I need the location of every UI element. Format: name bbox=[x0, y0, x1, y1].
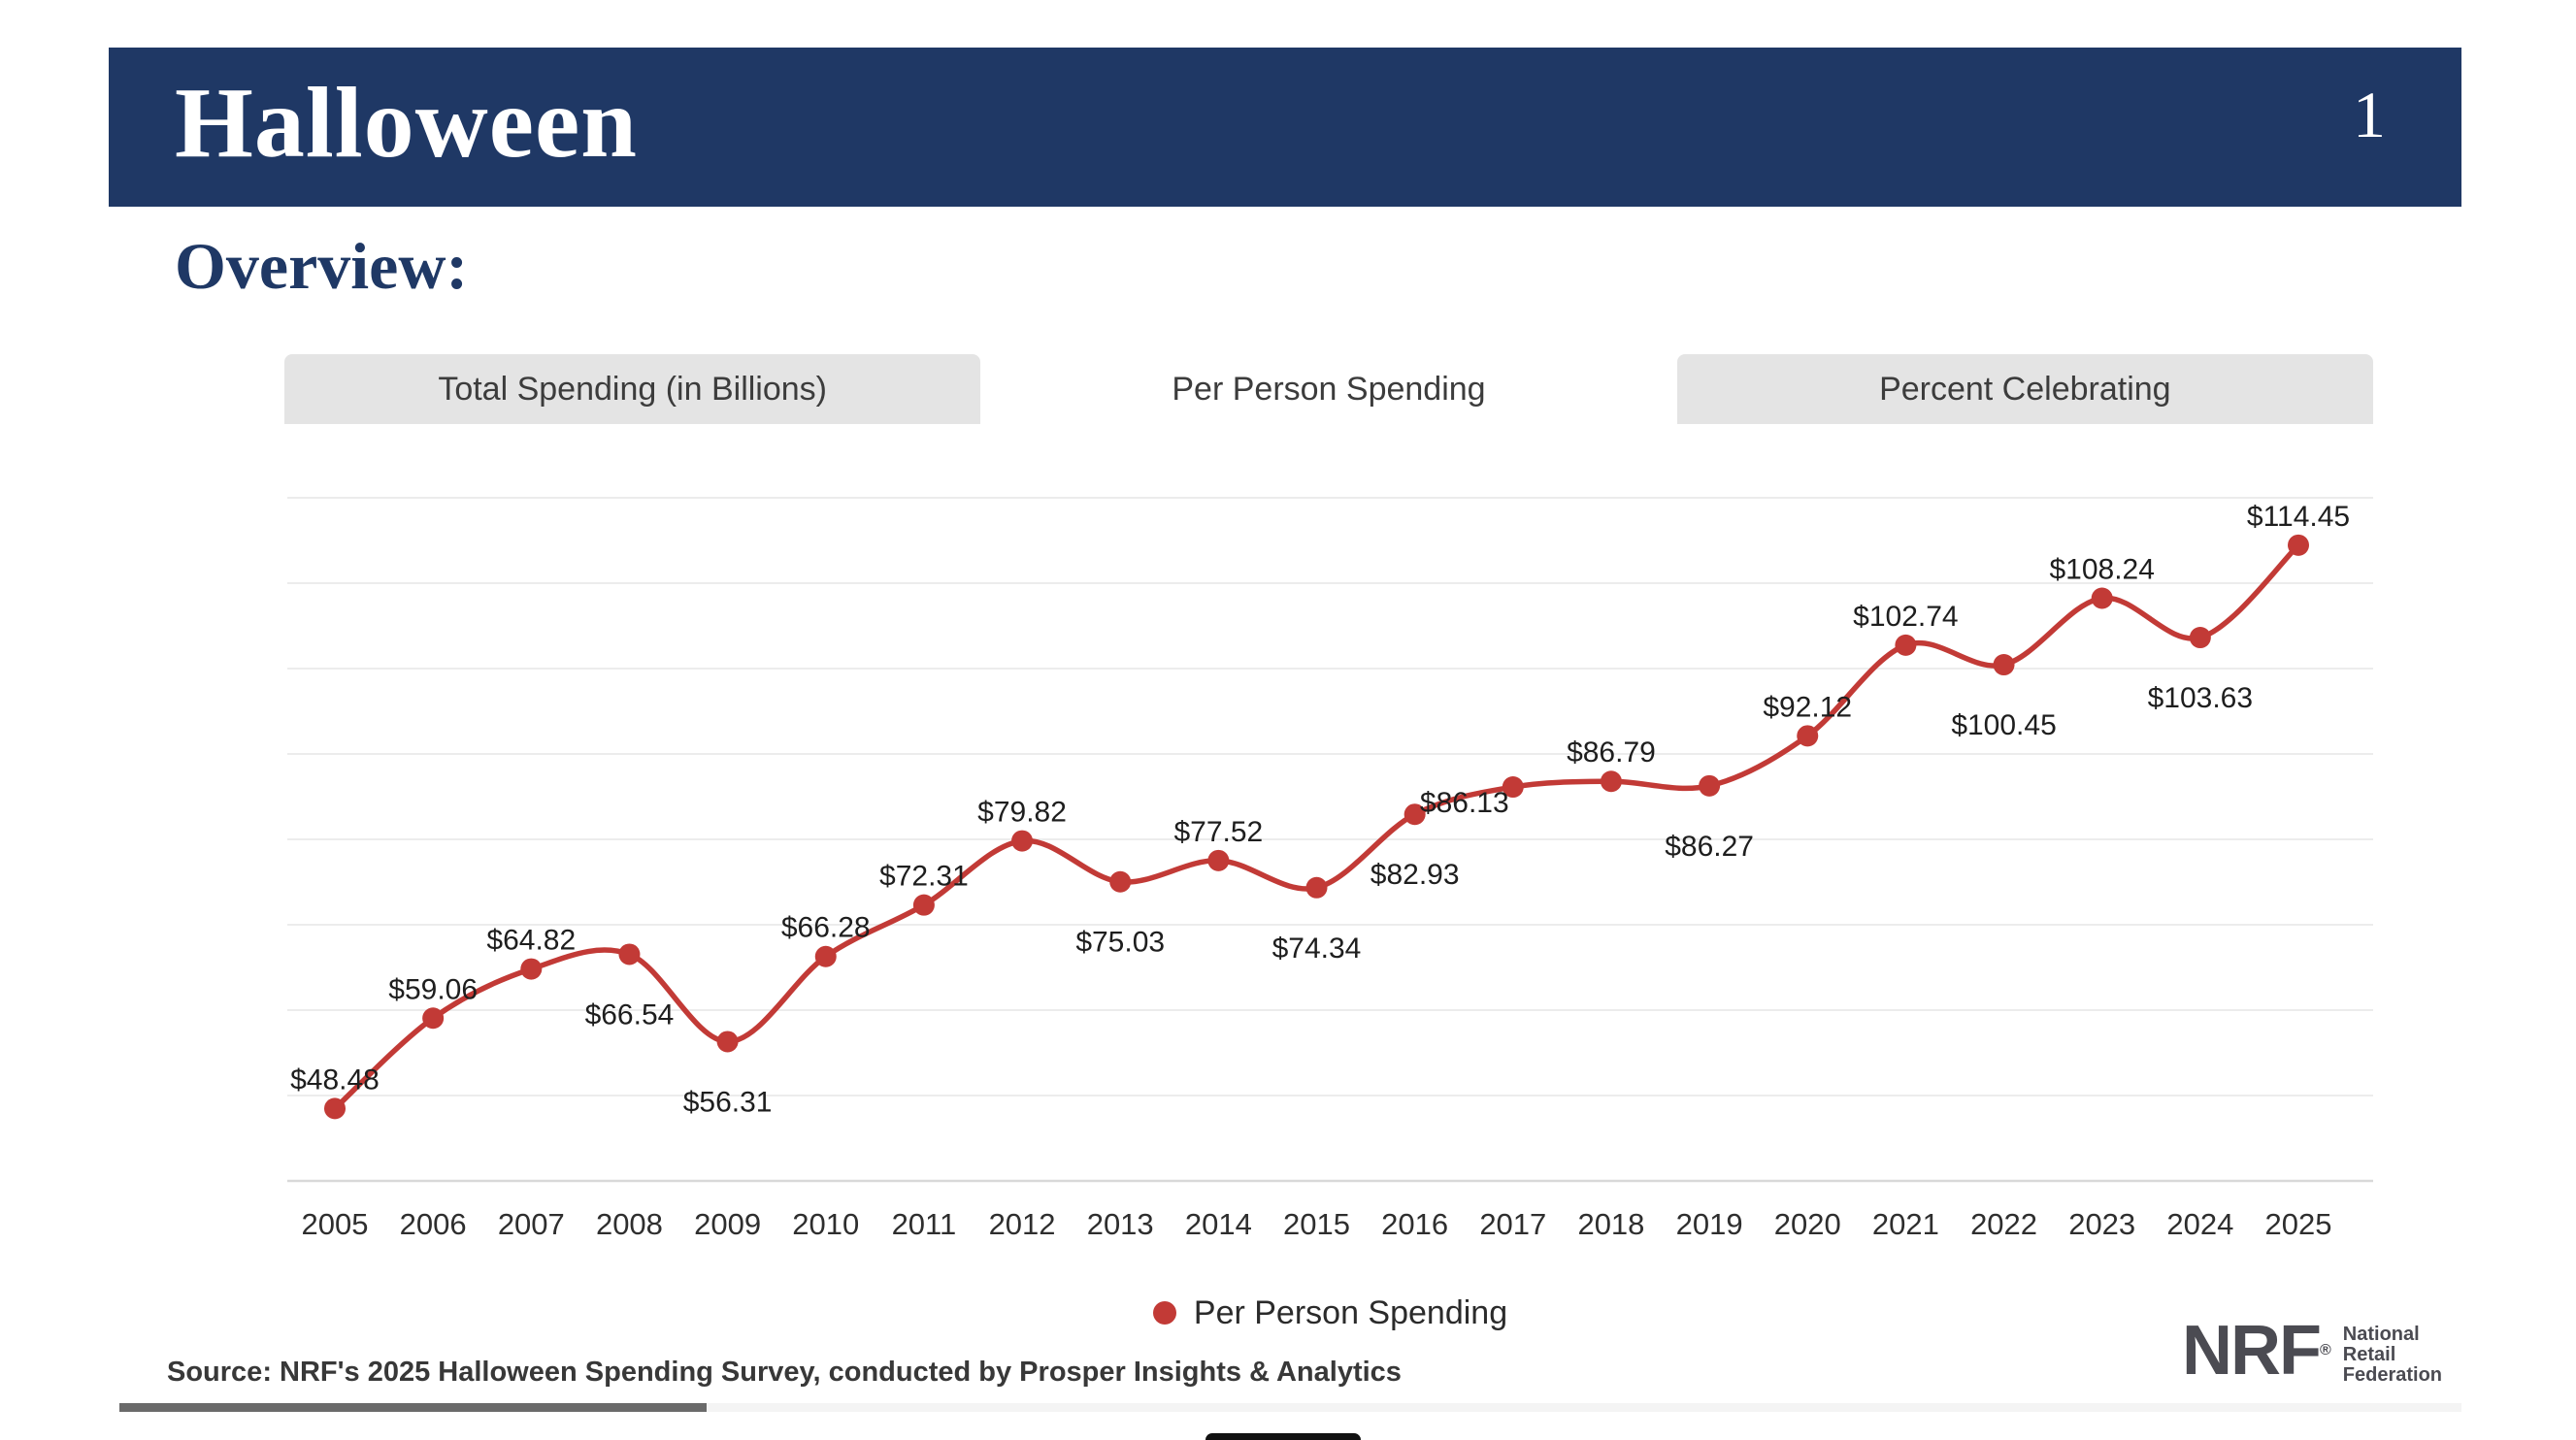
page-number: 1 bbox=[2353, 78, 2386, 151]
value-label-2005: $48.48 bbox=[290, 1064, 380, 1096]
data-point-2018 bbox=[1600, 770, 1622, 793]
nrf-caption-line: Retail bbox=[2342, 1344, 2396, 1365]
nrf-logo-abbr: NRF® bbox=[2182, 1316, 2331, 1386]
x-tick-2010: 2010 bbox=[792, 1207, 859, 1241]
data-point-2020 bbox=[1797, 725, 1819, 747]
tab-total-spending-in-billions[interactable]: Total Spending (in Billions) bbox=[284, 354, 981, 424]
data-point-2005 bbox=[324, 1097, 346, 1120]
x-tick-2011: 2011 bbox=[892, 1207, 957, 1241]
tab-per-person-spending[interactable]: Per Person Spending bbox=[980, 354, 1677, 424]
value-label-2012: $79.82 bbox=[977, 797, 1067, 829]
x-tick-2012: 2012 bbox=[989, 1207, 1056, 1241]
x-tick-2022: 2022 bbox=[1970, 1207, 2037, 1241]
nrf-logo-text: NRF bbox=[2182, 1312, 2322, 1390]
data-point-2013 bbox=[1109, 870, 1132, 893]
data-point-2022 bbox=[1993, 654, 2015, 676]
data-point-2023 bbox=[2091, 587, 2113, 609]
value-label-2022: $100.45 bbox=[1951, 709, 2056, 741]
x-tick-2016: 2016 bbox=[1381, 1207, 1448, 1241]
chart-tabs: Total Spending (in Billions) Per Person S… bbox=[284, 354, 2373, 424]
nrf-logo: NRF® National Retail Federation bbox=[2182, 1316, 2442, 1386]
home-indicator bbox=[1205, 1433, 1361, 1440]
x-tick-2007: 2007 bbox=[498, 1207, 565, 1241]
x-tick-2024: 2024 bbox=[2166, 1207, 2233, 1241]
x-tick-2013: 2013 bbox=[1087, 1207, 1154, 1241]
x-tick-2021: 2021 bbox=[1872, 1207, 1939, 1241]
value-label-2025: $114.45 bbox=[2247, 501, 2350, 533]
data-point-2006 bbox=[422, 1007, 445, 1030]
slide-header: Halloween 1 bbox=[109, 48, 2461, 207]
data-point-2017 bbox=[1502, 776, 1524, 799]
legend-dot-icon bbox=[1152, 1301, 1176, 1325]
x-tick-2014: 2014 bbox=[1185, 1207, 1252, 1241]
section-heading: Overview: bbox=[175, 229, 469, 303]
nrf-logo-caption: National Retail Federation bbox=[2343, 1323, 2442, 1386]
data-point-2008 bbox=[618, 943, 641, 965]
value-label-2011: $72.31 bbox=[879, 861, 969, 893]
source-note: Source: NRF's 2025 Halloween Spending Su… bbox=[167, 1357, 1402, 1388]
tab-percent-celebrating[interactable]: Percent Celebrating bbox=[1676, 354, 2373, 424]
value-label-2019: $86.27 bbox=[1665, 831, 1754, 863]
scroll-progress-track bbox=[119, 1403, 2461, 1412]
data-point-2015 bbox=[1305, 876, 1328, 899]
data-point-2010 bbox=[814, 945, 837, 967]
nrf-caption-line: Federation bbox=[2342, 1364, 2443, 1386]
x-tick-2008: 2008 bbox=[596, 1207, 663, 1241]
registered-mark-icon: ® bbox=[2319, 1342, 2331, 1358]
x-tick-2018: 2018 bbox=[1577, 1207, 1644, 1241]
legend-label: Per Person Spending bbox=[1193, 1293, 1508, 1331]
data-point-2011 bbox=[912, 894, 935, 916]
x-tick-2017: 2017 bbox=[1479, 1207, 1546, 1241]
data-point-2019 bbox=[1699, 774, 1721, 797]
value-label-2018: $86.79 bbox=[1567, 736, 1656, 769]
value-label-2020: $92.12 bbox=[1763, 691, 1852, 723]
data-point-2014 bbox=[1207, 849, 1230, 871]
x-tick-2009: 2009 bbox=[694, 1207, 761, 1241]
x-tick-2005: 2005 bbox=[302, 1207, 369, 1241]
data-point-2024 bbox=[2189, 627, 2211, 649]
data-point-2012 bbox=[1011, 830, 1034, 852]
x-tick-2006: 2006 bbox=[400, 1207, 467, 1241]
x-tick-2020: 2020 bbox=[1774, 1207, 1841, 1241]
value-label-2014: $77.52 bbox=[1173, 816, 1263, 848]
value-label-2016: $82.93 bbox=[1371, 859, 1460, 891]
chart-legend: Per Person Spending bbox=[287, 1291, 2373, 1335]
value-label-2013: $75.03 bbox=[1075, 927, 1165, 959]
value-label-2010: $66.28 bbox=[781, 912, 871, 944]
value-label-2017: $86.13 bbox=[1420, 787, 1509, 819]
value-label-2009: $56.31 bbox=[683, 1086, 773, 1118]
value-label-2021: $102.74 bbox=[1853, 601, 1958, 633]
value-label-2024: $103.63 bbox=[2148, 682, 2253, 714]
value-label-2015: $74.34 bbox=[1272, 933, 1362, 965]
x-tick-2015: 2015 bbox=[1283, 1207, 1350, 1241]
data-point-2025 bbox=[2288, 534, 2309, 556]
x-tick-2025: 2025 bbox=[2265, 1207, 2332, 1241]
scroll-progress-handle[interactable] bbox=[119, 1403, 707, 1412]
value-label-2006: $59.06 bbox=[388, 973, 478, 1005]
data-point-2021 bbox=[1895, 634, 1917, 656]
value-label-2008: $66.54 bbox=[585, 998, 675, 1031]
x-tick-2023: 2023 bbox=[2068, 1207, 2135, 1241]
data-point-2009 bbox=[716, 1031, 739, 1053]
x-tick-2019: 2019 bbox=[1676, 1207, 1743, 1241]
slide-title: Halloween bbox=[175, 67, 638, 179]
data-point-2016 bbox=[1404, 803, 1426, 826]
value-label-2007: $64.82 bbox=[486, 925, 576, 957]
data-point-2007 bbox=[520, 958, 543, 980]
value-label-2023: $108.24 bbox=[2049, 553, 2154, 585]
nrf-caption-line: National bbox=[2342, 1324, 2420, 1345]
